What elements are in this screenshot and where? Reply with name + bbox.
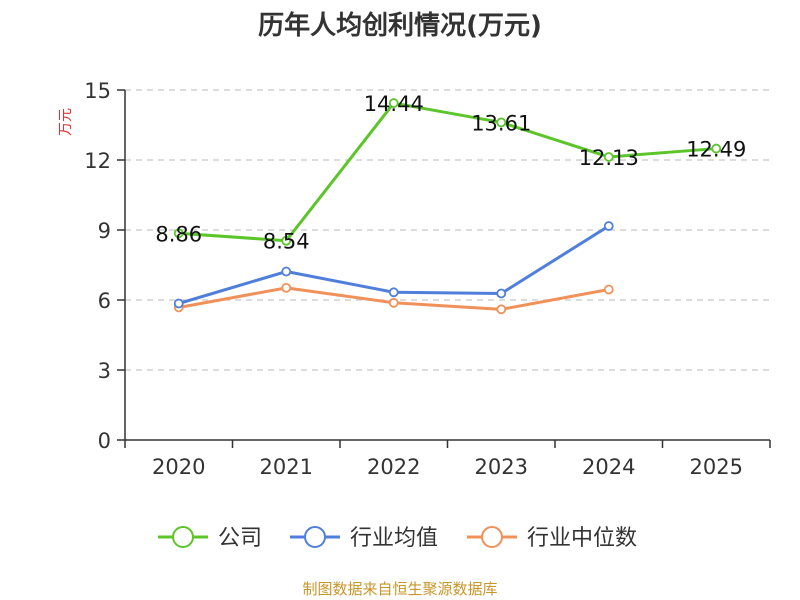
series-point <box>281 282 292 293</box>
series-point <box>603 284 614 295</box>
legend-marker <box>481 526 503 548</box>
legend-label: 公司 <box>218 526 262 551</box>
series-point <box>388 287 399 298</box>
y-tick-label: 3 <box>98 359 111 383</box>
y-tick-label: 9 <box>98 219 111 243</box>
data-label: 13.61 <box>471 111 531 135</box>
data-labels: 8.86 8.54 14.44 13.61 12.13 12.49 <box>155 92 746 254</box>
chart-title: 历年人均创利情况(万元) <box>258 10 542 41</box>
series-line <box>178 101 717 243</box>
y-axis-label: 万元 <box>58 108 74 136</box>
series-point <box>603 152 614 162</box>
y-tick-label: 6 <box>98 289 111 313</box>
y-tick-labels: 0 3 6 9 12 15 <box>84 79 111 453</box>
x-tick-label: 2024 <box>582 455 635 479</box>
data-label: 8.54 <box>263 230 310 254</box>
legend-label: 行业均值 <box>350 526 438 551</box>
x-tick-label: 2020 <box>152 455 205 479</box>
series-point <box>388 297 399 308</box>
series-point <box>496 117 507 128</box>
axes <box>117 89 771 448</box>
y-tick-label: 12 <box>84 149 111 173</box>
series-point <box>496 304 507 315</box>
y-tick-label: 15 <box>84 79 111 103</box>
data-label: 8.86 <box>155 222 202 246</box>
series-point <box>281 235 292 246</box>
series-point <box>173 228 184 239</box>
y-tick-label: 0 <box>98 429 111 453</box>
source-note: 制图数据来自恒生聚源数据库 <box>302 580 497 598</box>
legend-marker <box>172 526 194 548</box>
legend: 公司 行业均值 行业中位数 <box>158 526 637 551</box>
series-layer <box>173 98 722 315</box>
legend-marker <box>304 526 326 548</box>
x-tick-label: 2021 <box>260 455 313 479</box>
grid-lines <box>125 89 770 371</box>
data-label: 12.13 <box>579 146 639 170</box>
x-tick-label: 2022 <box>367 455 420 479</box>
series-point <box>388 98 399 108</box>
x-tick-labels: 2020 2021 2022 2023 2024 2025 <box>152 455 743 479</box>
legend-label: 行业中位数 <box>527 526 637 551</box>
x-tick-label: 2025 <box>690 455 743 479</box>
x-tick-label: 2023 <box>475 455 528 479</box>
series-point <box>496 288 507 299</box>
series-point <box>173 298 184 309</box>
series-point <box>603 221 614 231</box>
series-point <box>281 266 292 277</box>
data-label: 12.49 <box>686 138 746 162</box>
series-point <box>711 143 722 154</box>
data-label: 14.44 <box>364 92 424 116</box>
